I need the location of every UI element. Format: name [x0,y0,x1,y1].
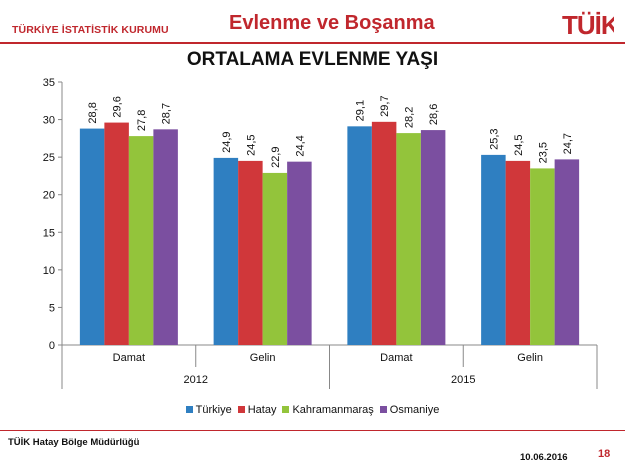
y-tick-label: 0 [49,340,55,352]
slide-header: TÜRKİYE İSTATİSTİK KURUMU Evlenme ve Boş… [0,0,625,42]
x-category-label: Damat [113,352,145,364]
data-label: 22,9 [270,147,282,168]
chart-title: ORTALAMA EVLENME YAŞI [186,49,439,70]
legend-label: Türkiye [195,404,232,416]
x-category-label: Damat [380,352,412,364]
bar-osmaniye-damat-2015 [420,130,446,345]
bar-osmaniye-gelin-2015 [554,159,580,345]
data-label: 28,7 [161,103,173,124]
bar-türkiye-damat-2015 [347,126,372,345]
bar-chart: 0 5 10 15 20 25 30 35 28,8 29,6 27,8 28,7 Damat 24,9 2… [43,77,598,389]
x-category-label: Gelin [517,352,543,364]
legend-item: Kahramanmaraş [282,404,374,416]
legend-label: Osmaniye [389,404,440,416]
bar-hatay-gelin-2012 [238,160,263,345]
legend-swatch [379,406,387,413]
bar-türkiye-gelin-2012 [213,157,239,345]
legend-item: Hatay [237,404,277,416]
x-group-label: 2015 [451,374,475,386]
y-tick-label: 25 [43,152,55,164]
header-divider [0,42,625,44]
data-label: 25,3 [488,128,500,149]
legend-item: Osmaniye [379,404,440,416]
data-label: 28,6 [428,104,440,125]
footer-date: 10.06.2016 [520,452,568,463]
legend-swatch [237,406,245,413]
data-label: 24,5 [245,134,257,155]
y-tick-label: 35 [43,77,55,89]
bar-kahramanmaraş-gelin-2015 [530,168,555,345]
legend-item: Türkiye [185,404,232,416]
bar-hatay-damat-2012 [104,122,129,345]
bar-kahramanmaraş-damat-2015 [396,133,421,345]
data-label: 28,2 [404,107,416,128]
data-label: 29,7 [379,95,391,116]
bar-kahramanmaraş-gelin-2012 [262,172,288,345]
data-label: 24,4 [294,135,306,156]
legend-swatch [282,406,290,413]
x-category-label: Gelin [250,352,276,364]
legend-label: Kahramanmaraş [292,404,374,416]
legend-label: Hatay [247,404,277,416]
bar-türkiye-damat-2012 [79,128,105,345]
footer-divider [0,430,625,431]
y-tick-label: 5 [49,302,55,314]
bar-osmaniye-damat-2012 [153,129,178,345]
footer-office: TÜİK Hatay Bölge Müdürlüğü [8,437,140,448]
logo-text: TÜİK [562,10,614,38]
page-number: 18 [598,448,611,460]
y-tick-label: 30 [43,115,55,127]
org-name: TÜRKİYE İSTATİSTİK KURUMU [12,24,169,36]
tuik-logo: TÜİK [562,10,614,38]
bar-kahramanmaraş-damat-2012 [128,136,154,345]
data-label: 24,7 [562,133,574,154]
bar-hatay-gelin-2015 [505,160,531,345]
x-group-label: 2012 [184,374,208,386]
data-label: 29,6 [112,96,124,117]
chart-legend: Türkiye Hatay Kahramanmaraş Osmaniye [0,404,625,416]
data-label: 24,5 [513,134,525,155]
y-tick-label: 10 [43,265,55,277]
data-label: 23,5 [537,142,549,163]
legend-swatch [185,406,193,413]
data-label: 29,1 [355,100,367,121]
data-label: 28,8 [87,102,99,123]
data-label: 27,8 [136,110,148,131]
y-tick-label: 20 [43,190,55,202]
bar-osmaniye-gelin-2012 [287,161,312,345]
data-label: 24,9 [221,131,233,152]
bar-türkiye-gelin-2015 [481,154,506,345]
slide-title: Evlenme ve Boşanma [229,12,435,34]
y-tick-label: 15 [43,227,55,239]
bar-hatay-damat-2015 [371,121,397,345]
